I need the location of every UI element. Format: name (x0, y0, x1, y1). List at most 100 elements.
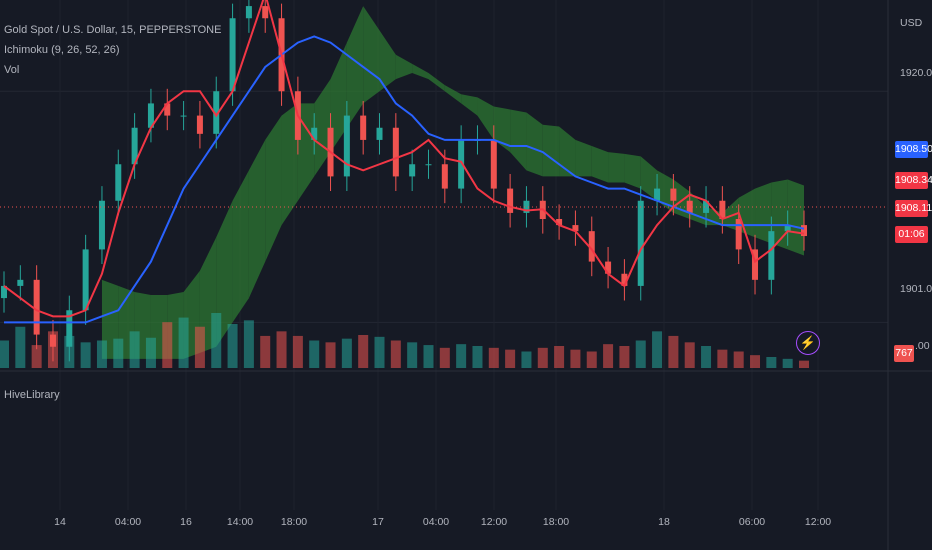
y-tick-partial: .00 (915, 340, 930, 352)
volume-bar (668, 335, 679, 368)
candle (784, 225, 791, 232)
candle (409, 164, 416, 177)
volume-bar (619, 346, 630, 368)
tenkan-price-label: 1908.34 (895, 172, 932, 189)
x-tick-label: 12:00 (804, 516, 832, 528)
volume-bar (15, 326, 26, 368)
candle (458, 139, 465, 189)
x-tick-label: 18:00 (280, 516, 308, 528)
cloud-segment (640, 156, 658, 201)
candle (213, 91, 220, 134)
y-tick-1920: 1920.00 (900, 67, 932, 79)
candle (719, 200, 726, 219)
cloud-segment (330, 42, 347, 153)
cloud-segment (314, 79, 331, 177)
volume-bar (374, 336, 385, 368)
candle (670, 188, 677, 201)
volume-bar (799, 360, 809, 368)
candle (131, 127, 138, 165)
bar-countdown-label: 01:06 (895, 226, 928, 243)
volume-bar (782, 358, 793, 368)
cloud-segment (787, 179, 804, 256)
x-tick-label: 04:00 (114, 516, 142, 528)
volume-bar (211, 313, 222, 368)
volume-bar (505, 349, 516, 368)
candle (115, 164, 122, 201)
volume-bar (358, 335, 369, 368)
volume-bar (472, 346, 483, 368)
volume-bar (521, 351, 532, 368)
volume-bar (341, 338, 352, 368)
candle (245, 6, 252, 19)
hivelibrary-legend[interactable]: HiveLibrary (4, 389, 60, 401)
cloud-segment (444, 85, 462, 104)
volume-bar (684, 342, 695, 368)
cloud-segment (624, 153, 641, 189)
candle (556, 219, 563, 226)
candle (605, 261, 612, 274)
volume-bar (129, 331, 140, 368)
volume-bar (96, 340, 107, 368)
volume-bar (635, 340, 646, 368)
cloud-segment (281, 103, 298, 226)
volume-bar (456, 344, 467, 368)
candle (49, 334, 56, 347)
cloud-segment (395, 54, 413, 80)
candle (621, 273, 628, 286)
candle (33, 279, 40, 335)
candle (703, 200, 710, 213)
volume-price-label: 767 (894, 345, 914, 362)
candle (752, 249, 759, 280)
candle (441, 164, 448, 189)
candle (768, 231, 775, 280)
cloud-segment (379, 30, 396, 92)
conversion-line-series (3, 0, 805, 318)
x-tick-label: 16 (180, 516, 192, 528)
x-tick-label: 12:00 (480, 516, 508, 528)
volume-bar (0, 340, 9, 368)
volume-bar (439, 347, 450, 368)
candle (262, 6, 269, 19)
cloud-segment (591, 146, 609, 183)
volume-bar (652, 331, 663, 368)
cloud-segment (297, 103, 315, 201)
volume-legend[interactable]: Vol (4, 64, 20, 76)
volume-bar (260, 335, 271, 368)
volume-bar (554, 346, 565, 368)
currency-label: USD (900, 17, 923, 29)
volume-bar (325, 342, 336, 368)
cloud-segment (510, 109, 527, 171)
candle (360, 115, 367, 140)
candle (801, 225, 807, 237)
candle (343, 115, 350, 177)
candle (376, 127, 383, 140)
volume-bar (570, 349, 581, 368)
candle (196, 115, 203, 134)
volume-bar (750, 355, 761, 368)
candle (490, 139, 497, 189)
cloud-segment (575, 139, 592, 177)
candle (507, 188, 514, 213)
y-tick-1901: 1901.00 (900, 283, 932, 295)
volume-bar (488, 347, 499, 368)
cloud-segment (559, 126, 576, 177)
candle (686, 200, 693, 213)
x-tick-label: 14:00 (226, 516, 254, 528)
cloud-segment (232, 170, 249, 323)
base-line-series (4, 35, 805, 324)
cloud-segment (755, 182, 772, 244)
cloud-segment (526, 112, 543, 177)
candle (164, 103, 171, 116)
symbol-title[interactable]: Gold Spot / U.S. Dollar, 15, PEPPERSTONE (4, 24, 222, 36)
x-tick-label: 06:00 (738, 516, 766, 528)
lightning-icon[interactable]: ⚡ (796, 331, 820, 355)
x-tick-label: 18:00 (542, 516, 570, 528)
last-price-label: 1908.11 (895, 200, 932, 217)
x-tick-label: 14 (54, 516, 66, 528)
ichimoku-legend[interactable]: Ichimoku (9, 26, 52, 26) (4, 44, 120, 56)
volume-bar (276, 331, 287, 368)
x-tick-label: 17 (372, 516, 384, 528)
volume-bar (717, 349, 728, 368)
